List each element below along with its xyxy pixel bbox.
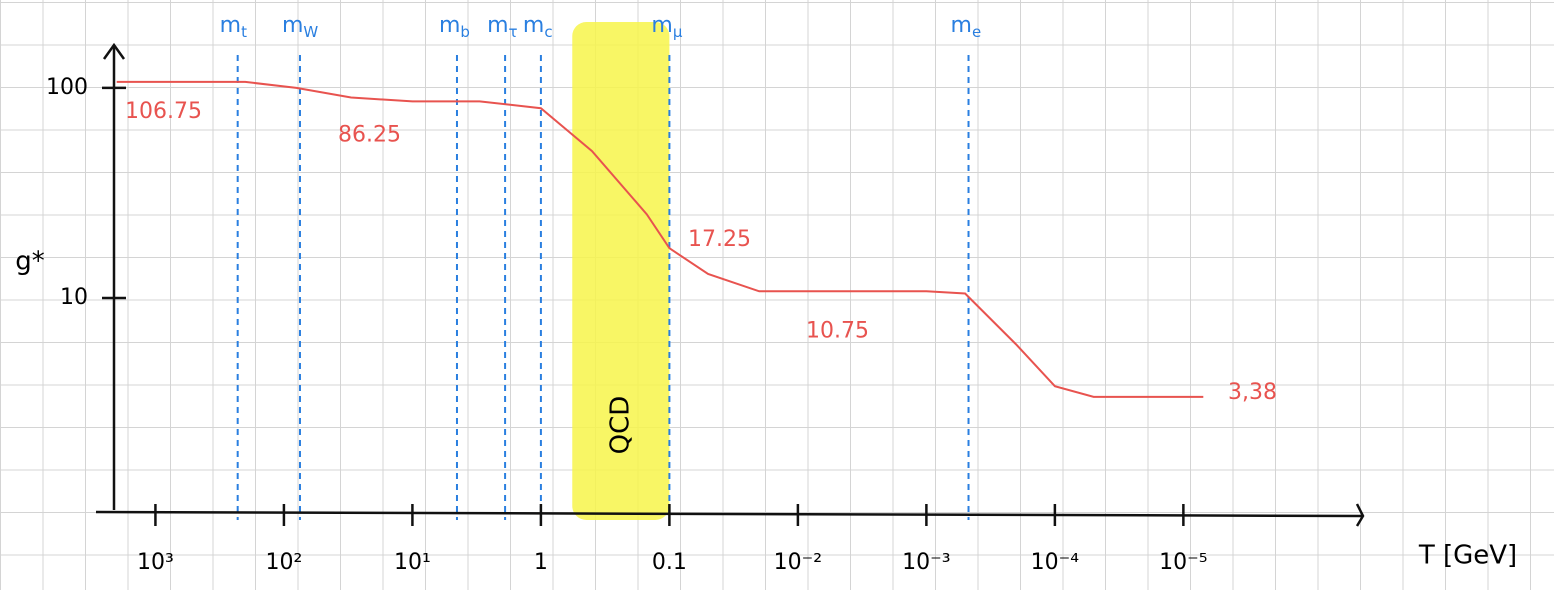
- mass-subscript: e: [972, 23, 981, 41]
- mass-subscript: c: [544, 23, 552, 41]
- mass-subscript: τ: [509, 23, 518, 41]
- value-annotation: 106.75: [125, 99, 202, 124]
- mass-subscript: b: [460, 23, 470, 41]
- value-annotation: 10.75: [806, 318, 869, 343]
- mass-subscript: W: [303, 23, 318, 41]
- x-axis-label: T [GeV]: [1418, 541, 1517, 571]
- value-annotation: 17.25: [688, 227, 751, 252]
- mass-label: mμ: [651, 13, 682, 41]
- mass-label: mt: [220, 13, 247, 41]
- mass-symbol: m: [282, 13, 303, 38]
- x-tick-label: 10²: [266, 550, 303, 575]
- page: g* T [GeV] QCDmtmWmbmτmcmμme10³10²10¹10.…: [0, 0, 1554, 590]
- x-tick-label: 0.1: [652, 550, 687, 575]
- value-annotation: 86.25: [338, 122, 401, 147]
- mass-label: mW: [282, 13, 318, 41]
- mass-label: mc: [523, 13, 553, 41]
- mass-label: mτ: [487, 13, 517, 41]
- mass-label: mb: [439, 13, 470, 41]
- mass-symbol: m: [220, 13, 241, 38]
- mass-symbol: m: [523, 13, 544, 38]
- x-tick-label: 10⁻²: [774, 550, 822, 575]
- x-tick-label: 1: [534, 550, 548, 575]
- mass-symbol: m: [487, 13, 508, 38]
- mass-label: me: [951, 13, 982, 41]
- value-annotation: 3,38: [1228, 380, 1277, 405]
- mass-symbol: m: [651, 13, 672, 38]
- y-tick-label: 10: [60, 285, 88, 310]
- x-tick-label: 10⁻⁵: [1159, 550, 1207, 575]
- chart: g* T [GeV] QCDmtmWmbmτmcmμme10³10²10¹10.…: [0, 0, 1554, 590]
- x-tick-label: 10¹: [394, 550, 431, 575]
- x-tick-label: 10⁻⁴: [1031, 550, 1080, 575]
- band-label: QCD: [605, 396, 635, 455]
- y-axis-label: g*: [15, 247, 45, 277]
- mass-subscript: μ: [673, 23, 683, 41]
- x-tick-label: 10³: [137, 550, 174, 575]
- mass-subscript: t: [241, 23, 247, 41]
- mass-symbol: m: [951, 13, 972, 38]
- x-axis: [96, 512, 1363, 516]
- mass-symbol: m: [439, 13, 460, 38]
- y-tick-label: 100: [46, 75, 88, 100]
- x-tick-label: 10⁻³: [902, 550, 950, 575]
